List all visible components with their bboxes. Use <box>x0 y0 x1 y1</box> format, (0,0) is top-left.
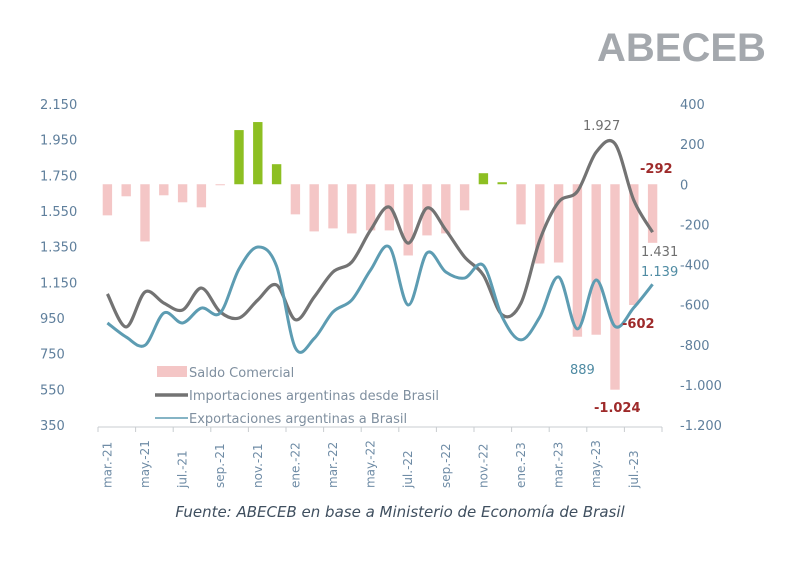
x-axis-tick-label: sep.-21 <box>213 443 227 488</box>
data-label: -1.024 <box>594 401 641 416</box>
x-axis-tick-label: may.-22 <box>364 440 378 488</box>
saldo-bar <box>215 184 225 186</box>
saldo-bar <box>572 184 583 337</box>
right-axis-tick-label: 200 <box>680 138 705 153</box>
chart-source: Fuente: ABECEB en base a Ministerio de E… <box>175 503 625 521</box>
x-axis-tick-label: nov.-22 <box>476 443 490 488</box>
saldo-bar <box>177 184 188 203</box>
x-axis-tick-label: may.-21 <box>138 440 152 488</box>
saldo-bar <box>478 173 489 185</box>
left-axis-tick-label: 2.150 <box>40 98 77 113</box>
saldo-bar <box>591 184 601 335</box>
data-label: 1.927 <box>583 119 620 134</box>
right-axis-tick-label: -600 <box>680 299 710 314</box>
right-axis-tick-label: -1.000 <box>680 379 722 394</box>
x-axis-tick-label: mar.-22 <box>326 442 340 488</box>
saldo-bar <box>497 182 507 185</box>
saldo-bar <box>516 184 526 225</box>
x-axis-tick-label: nov.-21 <box>251 443 265 488</box>
right-axis-tick-label: 0 <box>680 178 688 193</box>
x-axis-tick-label: mar.-23 <box>552 442 566 488</box>
saldo-bar <box>365 184 376 231</box>
x-axis-tick-label: ene.-22 <box>288 442 302 488</box>
saldo-bar <box>271 164 282 185</box>
left-axis-tick-label: 550 <box>40 383 65 398</box>
left-axis-tick-label: 1.550 <box>40 205 77 220</box>
left-axis-tick-label: 750 <box>40 348 65 363</box>
legend-label-saldo: Saldo Comercial <box>189 366 294 381</box>
saldo-bar <box>159 184 169 196</box>
right-axis-tick-label: -1.200 <box>680 419 722 434</box>
data-label: 1.139 <box>641 265 678 280</box>
exports-line <box>106 244 654 354</box>
saldo-bar <box>441 184 451 234</box>
imports-line <box>105 138 654 329</box>
saldo-bar <box>140 184 150 242</box>
right-axis-tick-label: -200 <box>680 218 710 233</box>
legend-swatch-saldo <box>157 366 187 377</box>
saldo-bar <box>610 184 620 390</box>
saldo-bar <box>290 184 301 215</box>
x-axis-tick-label: mar.-21 <box>100 442 114 488</box>
right-axis-tick-label: -400 <box>680 259 710 274</box>
saldo-bar <box>403 184 413 256</box>
saldo-bar <box>535 184 545 264</box>
saldo-bar <box>347 184 357 234</box>
saldo-bar <box>647 184 658 243</box>
data-label: -292 <box>640 162 673 177</box>
right-axis-tick-label: -800 <box>680 339 710 354</box>
left-axis-tick-label: 1.350 <box>40 241 77 256</box>
legend-label-exports: Exportaciones argentinas a Brasil <box>189 412 407 427</box>
x-axis-tick-label: may.-23 <box>589 440 603 488</box>
left-axis-tick-label: 350 <box>40 419 65 434</box>
saldo-bar <box>459 184 470 211</box>
right-axis-tick-label: 400 <box>680 98 705 113</box>
saldo-bar <box>422 184 432 236</box>
legend-label-imports: Importaciones argentinas desde Brasil <box>189 389 439 404</box>
left-axis-tick-label: 1.950 <box>40 134 77 149</box>
saldo-bar <box>196 184 207 208</box>
left-axis-tick-label: 950 <box>40 312 65 327</box>
x-axis-tick-label: jul.-23 <box>627 450 641 489</box>
data-label: 889 <box>570 363 595 378</box>
left-axis-tick-label: 1.150 <box>40 276 77 291</box>
saldo-bar <box>121 184 131 197</box>
saldo-bar <box>629 184 639 306</box>
x-axis-tick-label: jul.-21 <box>176 450 190 489</box>
saldo-bar <box>328 184 338 229</box>
saldo-bar <box>102 184 113 216</box>
saldo-bar <box>253 122 263 185</box>
left-axis-tick-label: 1.750 <box>40 169 77 184</box>
saldo-bar <box>234 130 244 185</box>
x-axis-tick-label: ene.-23 <box>514 442 528 488</box>
abeceb-logo: ABECEB <box>597 26 766 70</box>
x-axis-tick-label: sep.-22 <box>439 443 453 488</box>
data-label: -602 <box>622 317 655 332</box>
data-label: 1.431 <box>641 245 678 260</box>
saldo-bar <box>309 184 319 232</box>
x-axis-tick-label: jul.-22 <box>401 450 415 489</box>
saldo-bar <box>553 184 564 263</box>
